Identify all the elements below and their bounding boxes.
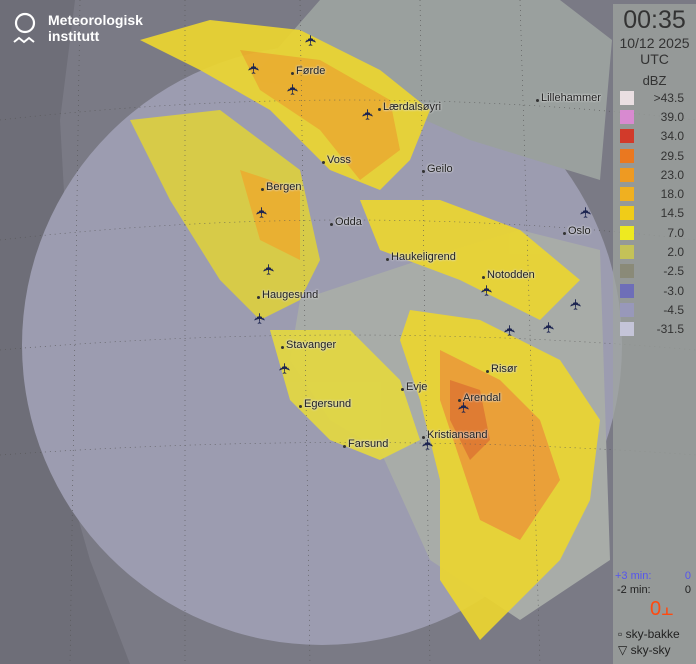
city-label: Haukeligrend	[386, 251, 456, 263]
legend-label: -4.5	[663, 302, 684, 317]
legend-label: 14.5	[660, 206, 684, 221]
minus2-value: 0	[684, 584, 691, 596]
legend-label: 34.0	[660, 129, 684, 144]
date: 10/12 2025	[619, 35, 690, 51]
airplane-icon[interactable]: ✈	[284, 83, 302, 96]
legend-item: 2.0	[613, 242, 696, 261]
legend-swatch	[620, 167, 634, 182]
legend-item: 34.0	[613, 127, 696, 146]
city-label: Stavanger	[280, 339, 337, 351]
legend-unit: dBZ	[642, 73, 667, 88]
legend-swatch	[620, 206, 634, 221]
lightning-icon: ⫠	[661, 598, 674, 620]
brand-line1: Meteorologisk	[48, 12, 143, 28]
lightning-minus2: -2 min: 0	[613, 584, 691, 596]
plus3-label: +3 min:	[615, 570, 652, 582]
legend-label: -2.5	[663, 264, 684, 279]
legend-item: 29.5	[613, 146, 696, 165]
airplane-icon[interactable]: ✈	[260, 263, 278, 276]
legend-item: 14.5	[613, 204, 696, 223]
legend-swatch	[620, 245, 634, 260]
time: 00:35	[623, 6, 686, 34]
city-label: Egersund	[298, 398, 352, 410]
legend-swatch	[620, 129, 634, 144]
legend-item: -4.5	[613, 300, 696, 319]
legend-item: -31.5	[613, 320, 696, 339]
legend-item: -3.0	[613, 281, 696, 300]
city-label: Odda	[330, 216, 362, 228]
airplane-icon[interactable]: ✈	[419, 438, 437, 451]
legend-label: 2.0	[667, 245, 684, 260]
minus2-label: -2 min:	[617, 584, 651, 596]
city-label: Notodden	[482, 269, 535, 281]
legend-item: 23.0	[613, 165, 696, 184]
met-logo-icon	[13, 12, 36, 44]
airplane-icon[interactable]: ✈	[245, 62, 263, 75]
legend-label: 39.0	[660, 109, 684, 124]
legend-label: 7.0	[667, 225, 684, 240]
legend-label: -3.0	[663, 283, 684, 298]
city-label: Arendal	[458, 392, 501, 404]
city-label: Haugesund	[256, 289, 319, 301]
precipitation	[130, 20, 600, 640]
city-label: Risør	[485, 363, 518, 375]
airplane-icon[interactable]: ✈	[478, 284, 496, 297]
city-label: Kristiansand	[422, 429, 488, 441]
legend-swatch	[620, 109, 634, 124]
airplane-icon[interactable]: ✈	[253, 206, 271, 219]
city-label: Voss	[322, 154, 351, 166]
legend-item: >43.5	[613, 88, 696, 107]
city-label: Evje	[400, 381, 428, 393]
legend-swatch	[620, 264, 634, 279]
airplane-icon[interactable]: ✈	[567, 298, 585, 311]
sea-outer	[0, 0, 130, 664]
airplane-icon[interactable]: ✈	[359, 108, 377, 121]
city-label: Farsund	[342, 438, 389, 450]
city-label: Oslo	[563, 225, 591, 237]
ground-label: sky-bakke	[625, 627, 680, 641]
city-label: Førde	[290, 65, 326, 77]
key-cloud: ▽ sky-sky	[618, 643, 671, 657]
square-icon: ▫	[618, 627, 626, 641]
legend-swatch	[620, 90, 634, 105]
brand-line2: institutt	[48, 28, 100, 44]
airplane-icon[interactable]: ✈	[540, 321, 558, 334]
lightning-plus3: +3 min: 0	[613, 570, 691, 582]
airplane-icon[interactable]: ✈	[455, 401, 473, 414]
city-label: Lærdalsøyri	[377, 101, 442, 113]
legend-swatch	[620, 302, 634, 317]
key-ground: ▫ sky-bakke	[618, 627, 680, 641]
plus3-value: 0	[684, 570, 691, 582]
legend-swatch	[620, 283, 634, 298]
lightning-count: 0⫠	[650, 598, 673, 621]
legend-item: -2.5	[613, 262, 696, 281]
legend-swatch	[620, 148, 634, 163]
legend-item: 18.0	[613, 184, 696, 203]
cloud-label: sky-sky	[630, 643, 671, 657]
airplane-icon[interactable]: ✈	[251, 312, 269, 325]
legend-label: 18.0	[660, 187, 684, 202]
airplane-icon[interactable]: ✈	[501, 324, 519, 337]
city-label: Lillehammer	[536, 92, 601, 104]
triangle-icon: ▽	[618, 643, 631, 657]
city-label: Bergen	[260, 181, 302, 193]
timezone: UTC	[640, 51, 669, 67]
legend-swatch	[620, 225, 634, 240]
city-label: Geilo	[422, 163, 453, 175]
legend-item: 7.0	[613, 223, 696, 242]
legend-label: 29.5	[660, 148, 684, 163]
legend-item: 39.0	[613, 107, 696, 126]
legend-panel: 00:35 10/12 2025 UTC dBZ >43.5 39.0 34.0 29…	[613, 4, 696, 664]
met-logo: Meteorologisk institutt	[12, 12, 143, 48]
airplane-icon[interactable]: ✈	[302, 34, 320, 47]
legend-swatch	[620, 187, 634, 202]
lightning-count-value: 0	[650, 598, 662, 620]
legend-label: -31.5	[656, 322, 684, 337]
legend-swatch	[620, 322, 634, 337]
airplane-icon[interactable]: ✈	[577, 206, 595, 219]
legend-label: 23.0	[660, 167, 684, 182]
airplane-icon[interactable]: ✈	[276, 362, 294, 375]
legend-label: >43.5	[653, 90, 684, 105]
